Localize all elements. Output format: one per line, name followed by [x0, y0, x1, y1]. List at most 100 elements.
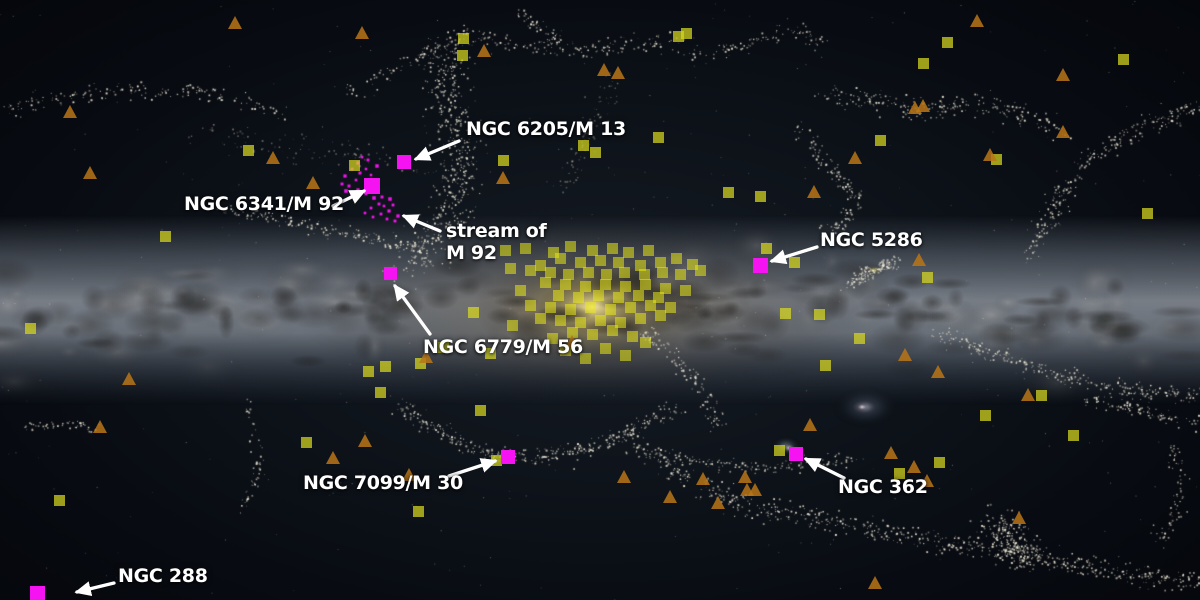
globular-cluster-marker: [917, 57, 929, 69]
globular-cluster-marker: [544, 266, 556, 278]
globular-cluster-marker: [788, 256, 800, 268]
globular-cluster-marker: [600, 268, 612, 280]
globular-cluster-marker: [586, 244, 598, 256]
globular-cluster-marker: [773, 444, 785, 456]
cluster-label-ngc-6205-m13: NGC 6205/M 13: [466, 118, 626, 140]
globular-cluster-marker: [474, 404, 486, 416]
globular-cluster-marker: [582, 266, 594, 278]
globular-cluster-marker: [619, 349, 631, 361]
globular-cluster-marker: [760, 242, 772, 254]
globular-cluster-marker: [1141, 207, 1153, 219]
globular-cluster-marker: [1067, 429, 1079, 441]
globular-cluster-marker: [566, 326, 578, 338]
globular-cluster-marker: [614, 316, 626, 328]
globular-cluster-marker: [577, 139, 589, 151]
cluster-candidate-marker: [919, 474, 934, 488]
cluster-candidate-marker: [476, 44, 491, 58]
globular-cluster-marker: [622, 246, 634, 258]
globular-cluster-marker: [679, 284, 691, 296]
globular-cluster-marker: [584, 301, 596, 313]
globular-cluster-marker: [680, 27, 692, 39]
globular-cluster-marker: [754, 190, 766, 202]
globular-cluster-marker: [656, 266, 668, 278]
globular-cluster-marker: [779, 307, 791, 319]
cluster-candidate-marker: [1011, 511, 1026, 525]
cluster-label-ngc-6779-m56: NGC 6779/M 56: [423, 336, 583, 358]
cluster-candidate-marker: [747, 483, 762, 497]
globular-cluster-marker: [933, 456, 945, 468]
highlighted-cluster-marker: [789, 447, 803, 461]
globular-cluster-marker: [437, 341, 449, 353]
globular-cluster-marker: [624, 301, 636, 313]
cluster-candidate-marker: [930, 365, 945, 379]
cluster-candidate-marker: [1020, 388, 1035, 402]
globular-cluster-marker: [664, 301, 676, 313]
globular-cluster-marker: [694, 264, 706, 276]
globular-cluster-marker: [638, 268, 650, 280]
cluster-candidate-marker: [802, 418, 817, 432]
globular-cluster-marker: [586, 328, 598, 340]
globular-cluster-marker: [564, 303, 576, 315]
globular-cluster-marker: [893, 467, 905, 479]
globular-cluster-marker: [504, 262, 516, 274]
globular-cluster-marker: [1117, 53, 1129, 65]
highlighted-cluster-marker: [397, 155, 411, 169]
cluster-label-ngc-5286: NGC 5286: [820, 229, 923, 251]
cluster-candidate-marker: [1055, 125, 1070, 139]
globular-cluster-marker: [652, 131, 664, 143]
globular-cluster-marker: [606, 324, 618, 336]
highlighted-cluster-marker: [364, 178, 380, 194]
globular-cluster-marker: [979, 409, 991, 421]
cluster-candidate-marker: [847, 151, 862, 165]
globular-cluster-marker: [574, 256, 586, 268]
globular-cluster-marker: [654, 309, 666, 321]
highlighted-cluster-marker: [383, 266, 397, 280]
globular-cluster-marker: [592, 289, 604, 301]
globular-cluster-marker: [670, 252, 682, 264]
cluster-candidate-marker: [418, 350, 433, 364]
cluster-candidate-marker: [806, 185, 821, 199]
cluster-candidate-marker: [695, 472, 710, 486]
cluster-candidate-marker: [710, 496, 725, 510]
cluster-candidate-marker: [969, 14, 984, 28]
globular-cluster-marker: [559, 278, 571, 290]
globular-cluster-marker: [242, 144, 254, 156]
globular-cluster-marker: [506, 319, 518, 331]
globular-cluster-marker: [484, 347, 496, 359]
globular-cluster-marker: [722, 186, 734, 198]
globular-cluster-marker: [412, 505, 424, 517]
cluster-candidate-marker: [92, 420, 107, 434]
globular-cluster-marker: [379, 360, 391, 372]
globular-cluster-marker: [562, 268, 574, 280]
globular-cluster-marker: [634, 259, 646, 271]
globular-cluster-marker: [539, 276, 551, 288]
globular-cluster-marker: [374, 386, 386, 398]
globular-cluster-marker: [813, 308, 825, 320]
globular-cluster-marker: [554, 252, 566, 264]
cluster-candidate-marker: [227, 16, 242, 30]
cluster-candidate-marker: [357, 434, 372, 448]
globular-cluster-marker: [348, 159, 360, 171]
globular-cluster-marker: [626, 330, 638, 342]
cluster-candidate-marker: [325, 451, 340, 465]
globular-cluster-marker: [467, 306, 479, 318]
cluster-candidate-marker: [883, 446, 898, 460]
cluster-label-ngc-362: NGC 362: [838, 476, 928, 498]
highlighted-cluster-marker: [752, 257, 768, 273]
globular-cluster-marker: [559, 344, 571, 356]
globular-cluster-marker: [524, 299, 536, 311]
globular-cluster-marker: [457, 32, 469, 44]
globular-cluster-marker: [554, 314, 566, 326]
globular-cluster-marker: [594, 254, 606, 266]
globular-cluster-marker: [674, 268, 686, 280]
globular-cluster-marker: [490, 454, 502, 466]
cluster-candidate-marker: [265, 151, 280, 165]
globular-cluster-marker: [552, 289, 564, 301]
cluster-candidate-marker: [1055, 68, 1070, 82]
globular-cluster-marker: [639, 336, 651, 348]
globular-cluster-marker: [819, 359, 831, 371]
globular-cluster-marker: [534, 312, 546, 324]
globular-cluster-marker: [514, 284, 526, 296]
